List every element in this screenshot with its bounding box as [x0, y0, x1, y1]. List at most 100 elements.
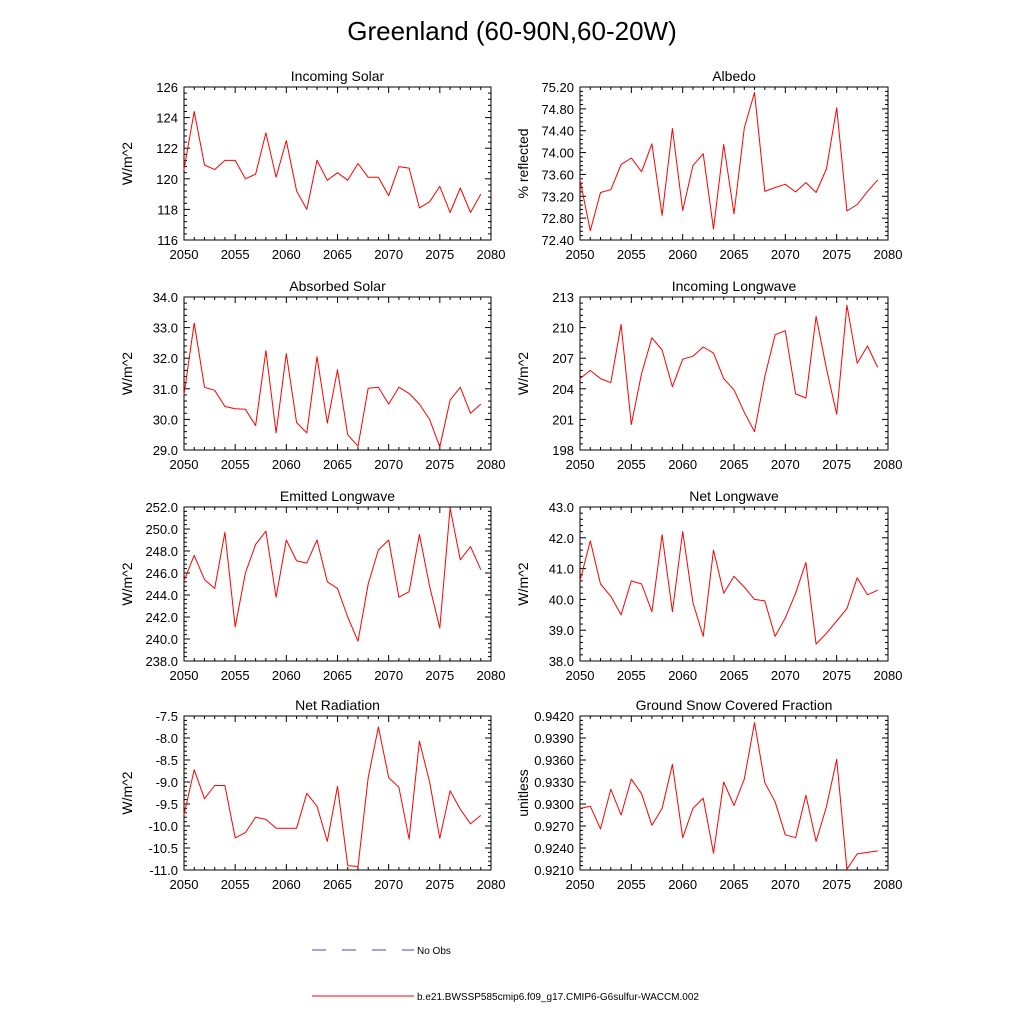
y-tick-label: 242.0 — [145, 610, 178, 625]
x-tick-label: 2070 — [771, 877, 800, 892]
panels: Incoming Solar W/m^2 2050 2055 2060 2065 2070 2… — [119, 68, 902, 892]
x-tick-label: 2060 — [668, 877, 697, 892]
y-axis-label: unitless — [515, 769, 531, 816]
x-tick-label: 2055 — [221, 457, 250, 472]
panel-title: Incoming Solar — [291, 68, 385, 84]
x-tick-label: 2055 — [221, 668, 250, 683]
y-tick-label: 248.0 — [145, 544, 178, 559]
panel-title: Net Longwave — [689, 488, 779, 504]
y-tick-label: 75.20 — [541, 80, 574, 95]
plot-frame — [183, 86, 492, 241]
y-tick-label: 250.0 — [145, 522, 178, 537]
x-tick-label: 2055 — [221, 247, 250, 262]
x-tick-label: 2070 — [374, 247, 403, 262]
series-line — [183, 322, 482, 448]
y-tick-label: -8.0 — [156, 731, 178, 746]
x-tick-label: 2080 — [874, 247, 903, 262]
x-tick-label: 2065 — [720, 877, 749, 892]
series-line — [579, 304, 879, 433]
y-tick-label: 204 — [552, 382, 574, 397]
y-tick-label: 0.9360 — [534, 753, 574, 768]
x-tick-label: 2050 — [170, 877, 199, 892]
series-line — [183, 507, 482, 642]
panel-6: Net Longwave W/m^2 2050 2055 2060 2065 2070 207… — [515, 488, 902, 683]
plot-frame — [183, 296, 492, 451]
x-tick-label: 2050 — [170, 457, 199, 472]
x-tick-label: 2075 — [425, 877, 454, 892]
y-axis-label: W/m^2 — [119, 352, 135, 395]
y-tick-label: 198 — [552, 443, 574, 458]
x-tick-label: 2060 — [272, 877, 301, 892]
x-tick-label: 2075 — [822, 877, 851, 892]
y-tick-label: 210 — [552, 321, 574, 336]
x-tick-label: 2060 — [272, 247, 301, 262]
y-tick-label: 0.9300 — [534, 797, 574, 812]
x-tick-label: 2075 — [425, 457, 454, 472]
x-tick-label: 2050 — [566, 247, 595, 262]
y-tick-label: 116 — [157, 233, 178, 248]
y-tick-label: 201 — [552, 412, 574, 427]
panel-7: Net Radiation W/m^2 2050 2055 2060 2065 2070 20… — [119, 697, 505, 892]
x-tick-label: 2065 — [323, 877, 352, 892]
y-tick-label: 252.0 — [145, 500, 178, 515]
y-tick-label: 207 — [552, 351, 574, 366]
y-tick-label: 0.9420 — [534, 709, 574, 724]
x-tick-label: 2055 — [617, 457, 646, 472]
y-tick-label: 40.0 — [549, 592, 574, 607]
x-tick-label: 2065 — [720, 457, 749, 472]
series-line — [579, 531, 878, 645]
y-tick-label: 34.0 — [153, 290, 178, 305]
x-tick-label: 2050 — [170, 668, 199, 683]
y-tick-label: 244.0 — [145, 588, 178, 603]
y-tick-label: 238.0 — [145, 654, 178, 669]
plot-frame — [579, 715, 889, 871]
x-tick-label: 2055 — [617, 877, 646, 892]
y-tick-label: 31.0 — [153, 382, 178, 397]
x-tick-label: 2055 — [221, 877, 250, 892]
x-tick-label: 2070 — [374, 457, 403, 472]
y-tick-label: -8.5 — [156, 753, 178, 768]
x-tick-label: 2055 — [617, 247, 646, 262]
series-line — [579, 92, 879, 232]
y-tick-label: 120 — [156, 172, 178, 187]
y-tick-label: -10.5 — [148, 841, 178, 856]
y-tick-label: 42.0 — [549, 531, 574, 546]
y-tick-label: 240.0 — [145, 632, 178, 647]
x-tick-label: 2075 — [822, 457, 851, 472]
legend-model-label: b.e21.BWSSP585cmip6.f09_g17.CMIP6-G6sulf… — [417, 992, 699, 1003]
x-tick-label: 2070 — [771, 668, 800, 683]
y-tick-label: 122 — [156, 141, 178, 156]
x-tick-label: 2070 — [771, 457, 800, 472]
x-tick-label: 2075 — [425, 247, 454, 262]
x-tick-label: 2065 — [323, 668, 352, 683]
y-tick-label: 39.0 — [549, 623, 574, 638]
plot-frame — [579, 506, 889, 662]
x-tick-label: 2080 — [477, 457, 506, 472]
panel-3: Absorbed Solar W/m^2 2050 2055 2060 2065 2070 2… — [119, 278, 505, 472]
panel-title: Incoming Longwave — [672, 278, 797, 294]
x-tick-label: 2060 — [668, 668, 697, 683]
x-tick-label: 2065 — [323, 247, 352, 262]
panel-4: Incoming Longwave W/m^2 2050 2055 2060 2065 20… — [515, 278, 902, 472]
x-tick-label: 2070 — [374, 877, 403, 892]
y-tick-label: 246.0 — [145, 566, 178, 581]
x-tick-label: 2055 — [617, 668, 646, 683]
y-tick-label: 72.40 — [541, 233, 574, 248]
y-tick-label: 118 — [157, 202, 178, 217]
y-tick-label: -10.0 — [148, 819, 178, 834]
x-tick-label: 2050 — [566, 877, 595, 892]
y-tick-label: 74.80 — [541, 102, 574, 117]
y-axis-label: W/m^2 — [515, 562, 531, 605]
x-tick-label: 2080 — [874, 457, 903, 472]
y-tick-label: 124 — [156, 111, 178, 126]
x-tick-label: 2075 — [425, 668, 454, 683]
x-tick-label: 2050 — [170, 247, 199, 262]
y-tick-label: 29.0 — [153, 443, 178, 458]
panel-2: Albedo % reflected 2050 2055 2060 2065 2070 207… — [515, 68, 902, 262]
panel-title: Albedo — [712, 68, 756, 84]
x-tick-label: 2065 — [720, 668, 749, 683]
y-tick-label: 213 — [552, 290, 574, 305]
y-tick-label: -9.0 — [156, 775, 178, 790]
x-tick-label: 2080 — [477, 877, 506, 892]
